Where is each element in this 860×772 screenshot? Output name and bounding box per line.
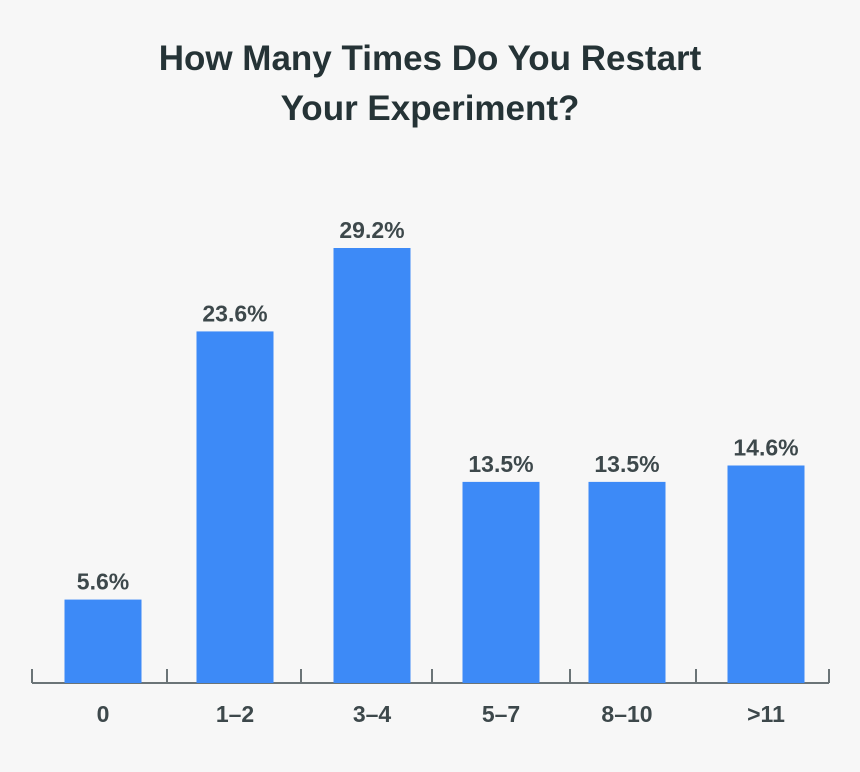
bar-4 (588, 481, 666, 683)
chart-title-line-1: How Many Times Do You Restart (158, 39, 702, 78)
x-tick-label-0: 0 (97, 701, 110, 727)
bar-3 (462, 481, 540, 683)
x-tick-label-5: >11 (747, 701, 785, 727)
value-label-2: 29.2% (339, 217, 404, 243)
x-tick-label-3: 5–7 (482, 701, 520, 727)
bar-0 (64, 599, 142, 683)
bar-1 (196, 331, 274, 683)
bar-2 (333, 248, 411, 683)
value-label-3: 13.5% (468, 451, 533, 477)
value-label-5: 14.6% (733, 435, 798, 461)
value-label-0: 5.6% (77, 569, 129, 595)
value-label-1: 23.6% (202, 300, 267, 326)
x-tick-label-4: 8–10 (601, 701, 652, 727)
x-tick-label-1: 1–2 (216, 701, 254, 727)
value-label-4: 13.5% (594, 451, 659, 477)
x-tick-label-2: 3–4 (353, 701, 392, 727)
bar-5 (727, 465, 805, 683)
chart-title: How Many Times Do You Restart Your Exper… (0, 34, 860, 134)
chart-title-line-2: Your Experiment? (280, 89, 580, 128)
